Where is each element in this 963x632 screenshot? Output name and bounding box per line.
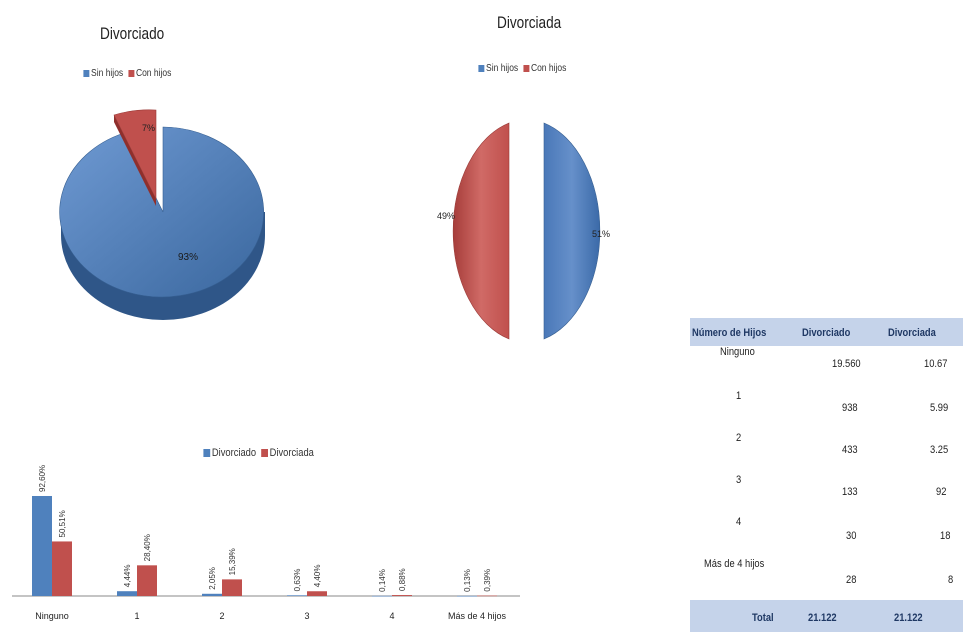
pie1-slice-con-hijos-side: [114, 115, 156, 206]
table-row-2-label: 2: [736, 432, 742, 444]
table-header-bg: [690, 318, 963, 346]
pie1-title: Divorciado: [100, 24, 165, 43]
table-row-5-divorciada: 8: [948, 574, 954, 586]
pie1-slice-sin-hijos: [59, 126, 264, 298]
bar-label-divorciada-2: 15,39%: [228, 548, 237, 575]
table-header-divorciado: Divorciado: [802, 327, 851, 339]
bar-legend-divorciado: Divorciado: [211, 447, 257, 459]
legend-swatch-divorciada: [261, 449, 268, 457]
bar-label-divorciado-2: 2,05%: [208, 567, 217, 590]
table-footer-bg: [690, 600, 963, 632]
bar-label-divorciada-1: 28,40%: [143, 534, 152, 561]
table-row-3-divorciada: 92: [936, 486, 947, 498]
table-row-5-label: Más de 4 hijos: [704, 558, 765, 570]
table-row-4-divorciado: 30: [846, 530, 857, 542]
table-row-5-divorciado: 28: [846, 574, 857, 586]
bar-divorciado-4: [372, 595, 392, 597]
bar-label-divorciado-4: 0,14%: [378, 569, 387, 592]
table-row-2-divorciado: 433: [842, 444, 858, 456]
pie2-legend-sin-hijos: Sin hijos: [486, 63, 519, 74]
bar-category-0: Ninguno: [35, 611, 69, 621]
bar-divorciado-3: [287, 595, 307, 596]
bar-category-4: 4: [389, 611, 394, 621]
bar-divorciada-0: [52, 541, 72, 596]
bar-divorciada-4: [392, 595, 412, 596]
bar-label-divorciada-4: 0,88%: [398, 568, 407, 591]
bar-divorciada-1: [137, 565, 157, 596]
table-row-1-divorciada: 5.99: [930, 402, 949, 414]
pie2-label-con-hijos: 49%: [437, 211, 455, 221]
table-header-divorciada: Divorciada: [888, 327, 936, 339]
table-total-label: Total: [752, 612, 774, 624]
legend-swatch-con-hijos: [523, 65, 530, 72]
bar-legend-divorciada: Divorciada: [269, 447, 314, 459]
bar-label-divorciada-5: 0,39%: [483, 569, 492, 592]
table-row-4-divorciada: 18: [940, 530, 951, 542]
bar-label-divorciado-5: 0,13%: [463, 569, 472, 592]
pie2-label-sin-hijos: 51%: [592, 229, 610, 239]
data-table: Número de Hijos Divorciado Divorciada Ni…: [690, 318, 963, 632]
legend-swatch-con-hijos: [128, 70, 135, 77]
bar-chart: 92,60% 50,51% Ninguno 4,44% 28,40% 1 2,05% 15,3…: [12, 465, 520, 621]
pie2-chart: 49% 51%: [437, 122, 610, 340]
pie1-slice-con-hijos: [113, 109, 157, 200]
bar-legend: Divorciado Divorciada: [200, 447, 314, 459]
bar-divorciada-2: [222, 579, 242, 596]
table-row-0-divorciado: 19.560: [832, 358, 861, 370]
legend-swatch-sin-hijos: [83, 70, 90, 77]
table-row-2-divorciada: 3.25: [930, 444, 949, 456]
bar-divorciada-3: [307, 591, 327, 596]
pie2-slice-sin-hijos: [543, 122, 601, 340]
bar-label-divorciado-1: 4,44%: [123, 565, 132, 588]
table-header-numero: Número de Hijos: [692, 327, 767, 339]
bar-category-3: 3: [304, 611, 309, 621]
pie1-legend-con-hijos: Con hijos: [135, 68, 172, 79]
bar-label-divorciada-0: 50,51%: [58, 510, 67, 537]
table-row-0-label: Ninguno: [720, 346, 755, 358]
legend-swatch-divorciado: [203, 449, 211, 457]
pie2-title: Divorciada: [497, 13, 562, 32]
table-row-3-label: 3: [736, 474, 742, 486]
table-row-4-label: 4: [736, 516, 742, 528]
bar-category-1: 1: [134, 611, 139, 621]
bar-divorciado-1: [117, 591, 137, 596]
bar-divorciado-2: [202, 593, 222, 596]
bar-label-divorciado-0: 92,60%: [38, 465, 47, 492]
bar-label-divorciado-3: 0,63%: [293, 569, 302, 592]
bar-category-2: 2: [219, 611, 224, 621]
pie1-legend-sin-hijos: Sin hijos: [91, 68, 124, 79]
bar-label-divorciada-3: 4,40%: [313, 565, 322, 588]
table-total-divorciado: 21.122: [808, 612, 837, 624]
bar-category-5: Más de 4 hijos: [448, 611, 507, 621]
bar-divorciado-5: [457, 595, 477, 597]
bar-divorciada-5: [477, 595, 497, 597]
legend-swatch-sin-hijos: [478, 65, 485, 72]
bar-divorciado-0: [32, 495, 52, 596]
pie1-label-con-hijos: 7%: [142, 123, 155, 133]
pie1-label-sin-hijos: 93%: [178, 252, 198, 263]
pie2-slice-con-hijos: [452, 122, 510, 340]
pie2-legend-con-hijos: Con hijos: [530, 63, 567, 74]
table-row-3-divorciado: 133: [842, 486, 858, 498]
pie1-legend: Sin hijos Con hijos: [80, 68, 171, 79]
table-total-divorciada: 21.122: [894, 612, 923, 624]
pie2-legend: Sin hijos Con hijos: [475, 63, 566, 74]
table-row-1-divorciado: 938: [842, 402, 858, 414]
table-row-0-divorciada: 10.67: [924, 358, 948, 370]
pie1-chart: 7% 93%: [59, 109, 265, 320]
table-row-1-label: 1: [736, 390, 742, 402]
